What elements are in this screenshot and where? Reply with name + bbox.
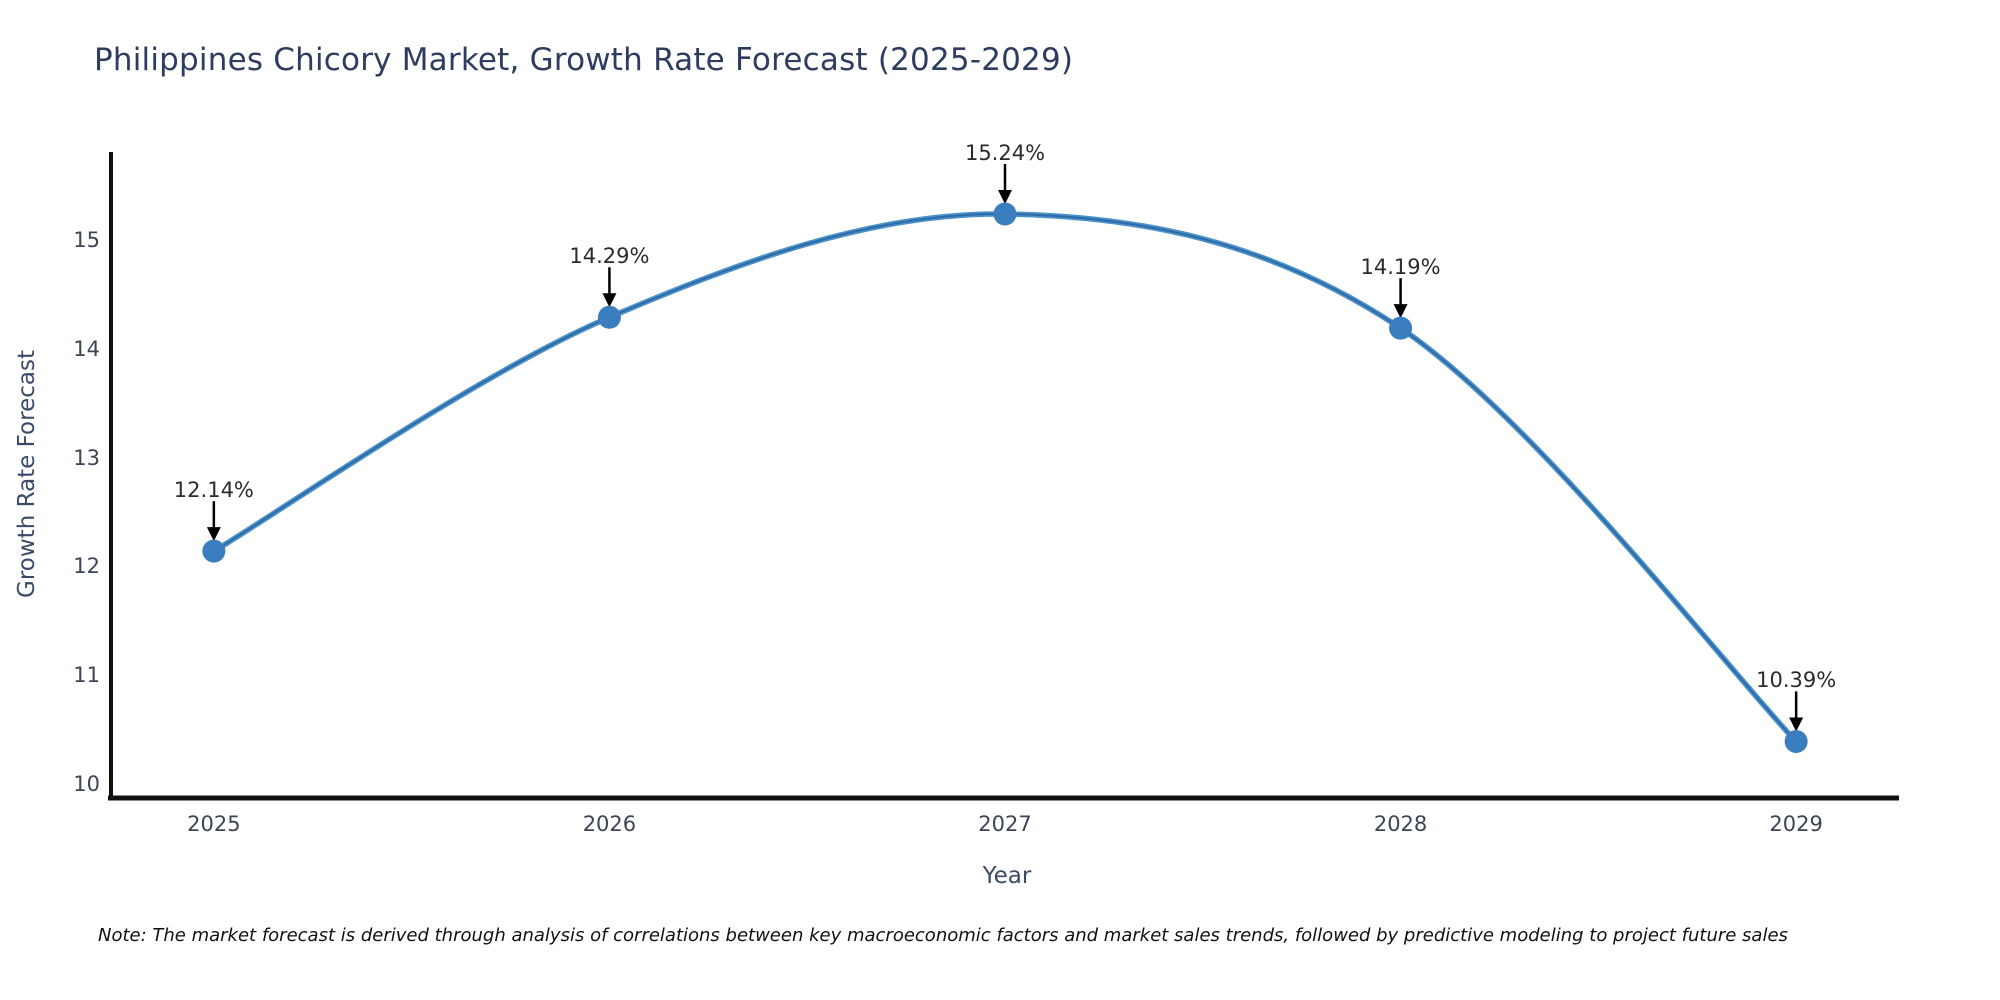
annotation-label: 14.29% [569,244,650,269]
x-tick-label: 2028 [1373,812,1428,836]
annotation-arrowhead [206,527,221,542]
x-tick-label: 2025 [187,812,241,836]
annotation-arrowhead [1789,717,1804,732]
y-tick-label: 14 [73,336,100,361]
y-tick-label: 10 [73,771,100,796]
annotation-label: 14.19% [1360,255,1441,280]
y-axis-title: Growth Rate Forecast [14,350,40,598]
chart-title: Philippines Chicory Market, Growth Rate … [94,42,1074,78]
y-tick-label: 12 [73,554,100,579]
x-tick-label: 2027 [978,812,1032,836]
y-tick-label: 13 [73,445,100,470]
trend-line-core [212,212,1798,743]
data-point-marker [202,539,226,563]
data-point-marker [597,305,621,329]
footnote: Note: The market forecast is derived thr… [98,925,1788,946]
data-point-marker [993,202,1017,226]
annotation-label: 12.14% [173,478,254,503]
annotation-arrowhead [602,293,617,308]
annotation-label: 15.24% [964,140,1046,165]
trend-line [211,211,1799,745]
annotation-arrowhead [1393,304,1408,319]
x-tick-label: 2026 [582,812,637,836]
y-tick-label: 15 [73,228,100,253]
x-tick-label: 2029 [1769,812,1823,836]
x-axis-title: Year [982,863,1032,889]
data-point-marker [1389,316,1413,340]
data-point-marker [1784,729,1808,753]
y-tick-label: 11 [73,663,100,688]
annotation-arrowhead [998,189,1012,204]
annotation-label: 10.39% [1756,668,1837,693]
